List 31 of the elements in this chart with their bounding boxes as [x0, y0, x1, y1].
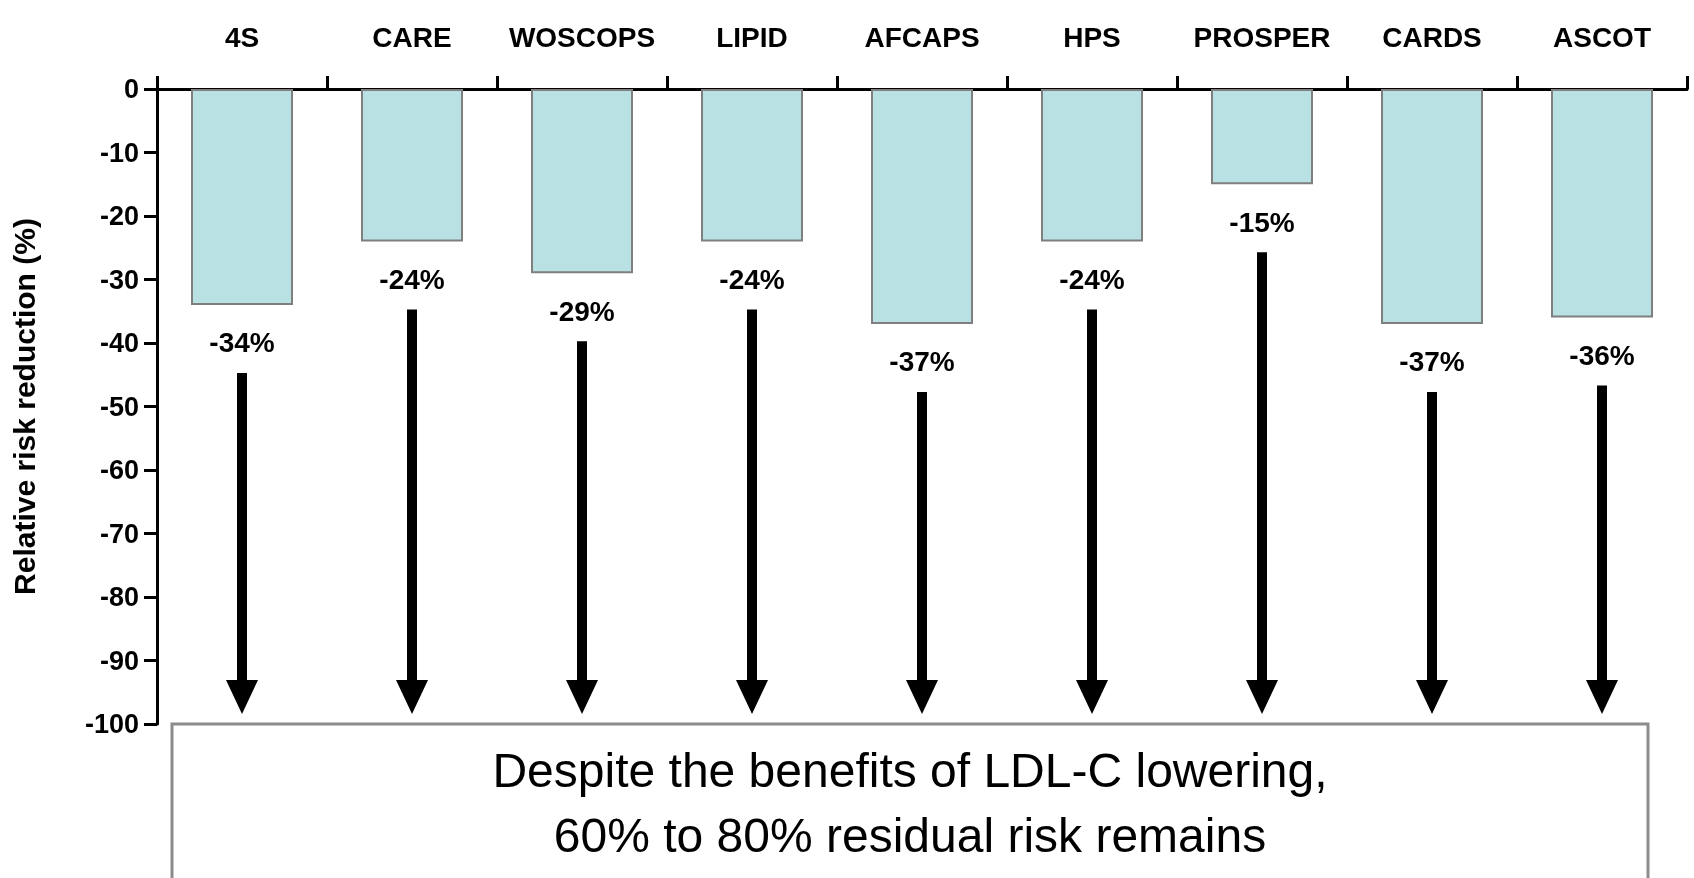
y-tick-label: -80	[99, 582, 139, 612]
data-label: -15%	[1229, 206, 1295, 238]
y-tick-label: -90	[99, 645, 139, 676]
x-tick-label: LIPID	[716, 21, 788, 53]
data-label: -29%	[549, 295, 615, 327]
x-tick-label: 4S	[224, 21, 260, 53]
y-axis-title: Relative risk reduction (%)	[7, 218, 41, 595]
x-tick-label: PROSPER	[1193, 21, 1331, 53]
x-tick-label: ASCOT	[1553, 21, 1651, 53]
data-label: -34%	[209, 327, 275, 359]
y-tick-label: -50	[99, 391, 139, 422]
x-tick-label: WOSCOPS	[508, 21, 656, 53]
y-tick-label: -100	[84, 709, 139, 739]
x-tick-label: CARE	[372, 21, 452, 53]
data-label: -24%	[1059, 263, 1125, 295]
y-tick-label: -40	[99, 328, 139, 358]
x-tick-label: AFCAPS	[864, 21, 980, 53]
y-tick-label: -60	[99, 455, 139, 485]
text: Despite the benefits of LDL-C lowering, 60% to 80% residual risk remains	[492, 744, 1328, 862]
y-tick-label: -10	[99, 137, 139, 168]
y-tick-label: -70	[99, 518, 139, 549]
data-label: -37%	[889, 346, 955, 378]
y-tick-label: 0	[123, 74, 139, 104]
data-label: -36%	[1569, 340, 1635, 372]
data-label: -24%	[379, 263, 445, 295]
data-label: -24%	[719, 263, 785, 295]
x-tick-label: CARDS	[1382, 21, 1482, 53]
x-tick-label: HPS	[1063, 21, 1121, 53]
data-label: -37%	[1399, 346, 1465, 378]
y-tick-label: -30	[99, 264, 139, 295]
y-tick-label: -20	[99, 201, 139, 231]
